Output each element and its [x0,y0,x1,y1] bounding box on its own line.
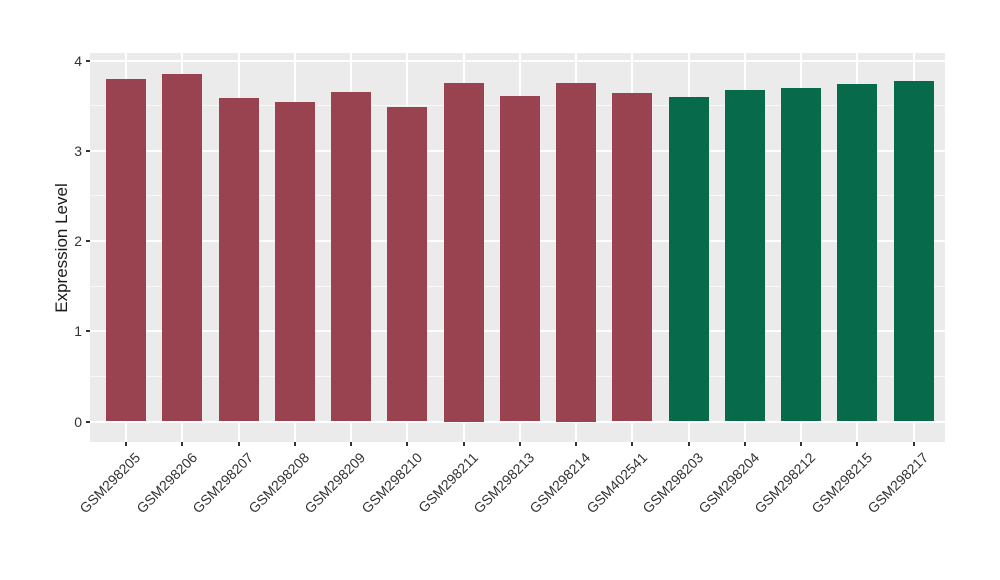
bar-GSM298207 [218,97,259,422]
y-tick-label: 1 [74,323,82,340]
bar-GSM298204 [724,90,765,422]
plot-panel [90,53,945,442]
x-tick-mark [125,442,127,446]
y-tick-label: 4 [74,52,82,69]
bar-GSM298213 [499,95,540,422]
y-tick-mark [86,420,90,423]
bar-GSM402541 [612,92,653,422]
x-tick-mark [743,442,746,446]
y-tick-mark [86,240,90,242]
x-tick-mark [181,442,184,446]
y-tick-label: 0 [74,413,82,430]
bar-GSM298203 [668,96,709,422]
y-tick-mark [86,149,90,152]
bar-GSM298214 [556,83,596,422]
x-tick-mark [406,442,409,446]
x-tick-mark [575,442,577,446]
y-tick-mark [86,330,90,333]
x-tick-label-text: GSM298205 [76,449,144,517]
x-tick-mark [462,442,465,446]
x-tick-mark [631,442,634,446]
bar-GSM298217 [893,81,934,422]
y-tick-label: 3 [74,142,82,159]
x-tick-mark [912,442,915,446]
bar-GSM298211 [443,83,484,422]
x-tick-mark [350,442,352,446]
x-tick-mark [687,442,690,446]
bar-GSM298208 [274,102,315,422]
gridline-major-horizontal [90,59,945,62]
x-tick-mark [518,442,521,446]
bar-GSM298215 [837,83,878,422]
x-tick-mark [237,442,240,446]
x-tick-mark [293,442,296,446]
bar-GSM298209 [331,92,371,422]
x-tick-mark [856,442,859,446]
x-tick-mark [800,442,802,446]
bar-GSM298212 [781,87,821,422]
y-tick-label: 2 [74,233,82,249]
bar-GSM298210 [387,107,428,422]
bar-GSM298206 [162,74,203,422]
gridline-major-horizontal [90,420,945,423]
bar-GSM298205 [106,78,146,422]
y-tick-mark [86,59,90,62]
